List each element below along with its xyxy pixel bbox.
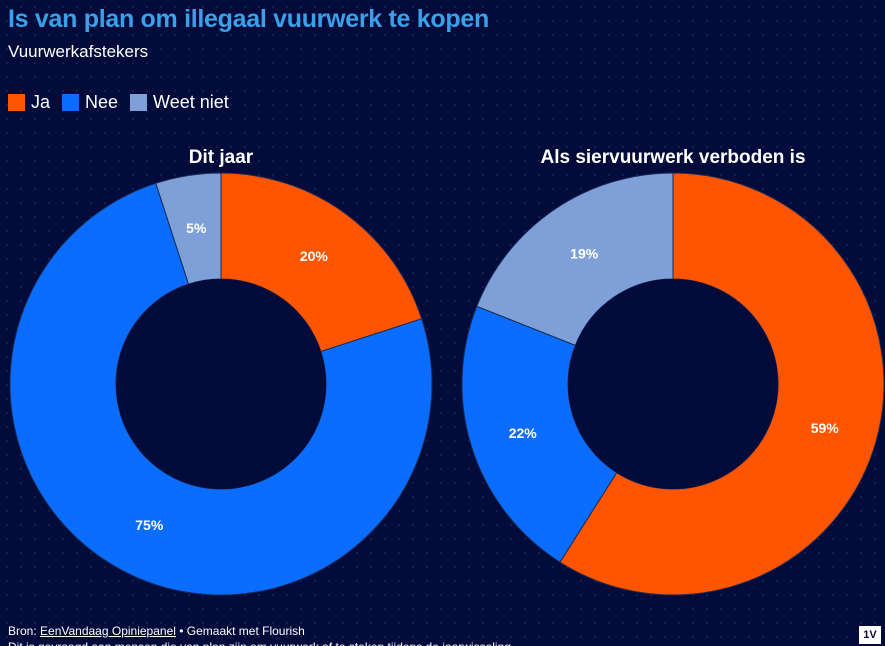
donut-hole-dit-jaar — [116, 279, 326, 489]
chart-subtitle: Vuurwerkafstekers — [8, 42, 149, 61]
source-link[interactable]: EenVandaag Opiniepanel — [40, 624, 176, 638]
footer-source: Bron: EenVandaag Opiniepanel • Gemaakt m… — [8, 624, 305, 638]
legend-label-nee: Nee — [85, 92, 119, 112]
legend-swatch-weet-niet — [130, 94, 148, 111]
chart-title: Is van plan om illegaal vuurwerk te kope… — [8, 5, 489, 33]
slice-label-verbod-weet-niet: 19% — [570, 245, 599, 261]
slice-label-verbod-nee: 22% — [509, 425, 538, 441]
slice-label-dit-jaar-weet-niet: 5% — [186, 220, 207, 236]
made-with-text: • Gemaakt met Flourish — [175, 624, 305, 638]
eenvandaag-logo: 1V — [859, 626, 881, 644]
slice-verbod-weet-niet[interactable] — [476, 172, 674, 346]
slice-label-verbod-ja: 59% — [811, 420, 840, 436]
legend-swatch-ja — [8, 94, 25, 111]
donut-dit-jaar: Dit jaar 20% 75% 5% — [9, 147, 433, 596]
slice-label-dit-jaar-ja: 20% — [300, 248, 329, 264]
legend-item-nee[interactable]: Nee — [62, 92, 118, 113]
legend-label-weet-niet: Weet niet — [153, 92, 229, 112]
legend-item-weet-niet[interactable]: Weet niet — [130, 92, 229, 113]
donut-verbod: Als siervuurwerk verboden is 59% 22% 19% — [461, 147, 885, 596]
legend-label-ja: Ja — [31, 92, 51, 112]
footer-note: Dit is gevraagd aan mensen die van plan … — [8, 640, 658, 646]
source-prefix: Bron: — [8, 624, 41, 638]
donut-title-verbod: Als siervuurwerk verboden is — [540, 147, 805, 168]
donut-title-dit-jaar: Dit jaar — [189, 147, 254, 168]
legend: Ja Nee Weet niet — [8, 92, 229, 113]
donut-hole-verbod — [568, 279, 778, 489]
legend-swatch-nee — [62, 94, 80, 111]
slice-label-dit-jaar-nee: 75% — [135, 517, 164, 533]
legend-item-ja[interactable]: Ja — [8, 92, 50, 113]
donut-charts: Dit jaar 20% 75% 5% Als siervuurwerk verbode… — [9, 147, 885, 596]
